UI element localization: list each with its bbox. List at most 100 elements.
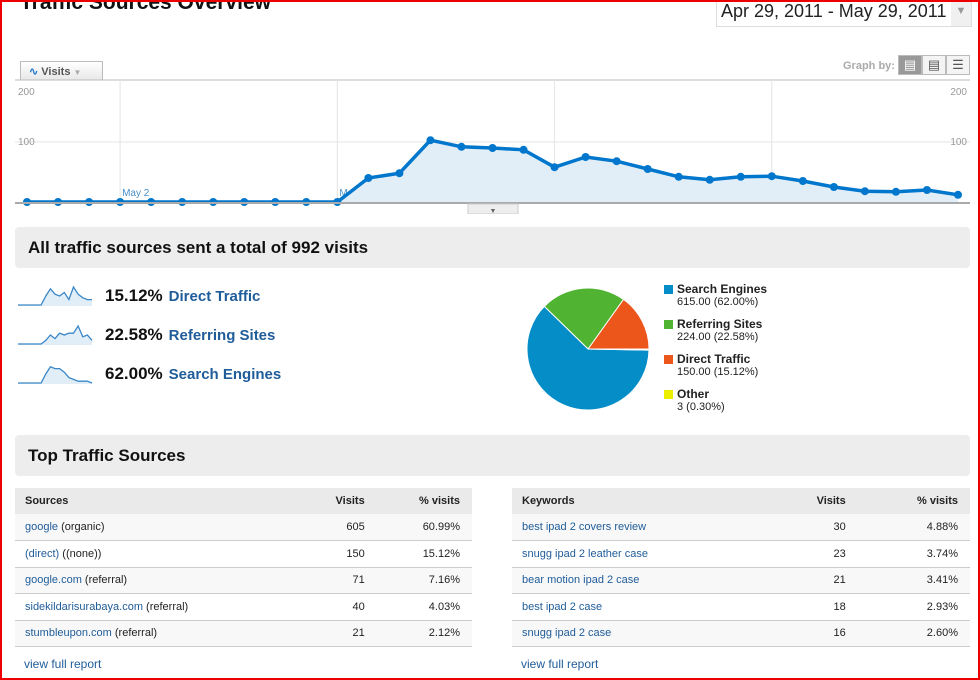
visits-cell: 18 — [767, 593, 858, 621]
table-row: sidekildarisurabaya.com (referral) 40 4.03… — [15, 593, 472, 621]
pie-slice — [587, 298, 650, 350]
graph-by-day-button[interactable]: ▤ — [898, 55, 922, 75]
visits-cell: 23 — [767, 540, 858, 568]
traffic-source-link[interactable]: Referring Sites — [168, 326, 276, 344]
pie-slice — [543, 287, 625, 350]
sources-view-full-report-link[interactable]: view full report — [24, 657, 102, 671]
data-point — [364, 174, 373, 182]
legend-item: Referring Sites 224.00 (22.58%) — [664, 317, 767, 343]
keywords-table: Keywords Visits% visits best ipad 2 covers… — [512, 488, 970, 647]
column-header[interactable]: Visits — [767, 488, 858, 514]
traffic-summary-row: 22.58% Referring Sites — [18, 323, 275, 347]
traffic-pie-chart — [526, 287, 650, 411]
graph-by-week-button[interactable]: ▤ — [922, 55, 946, 75]
sparkline — [18, 285, 92, 306]
column-header[interactable]: Keywords — [512, 488, 768, 514]
percent-cell: 2.12% — [376, 620, 472, 647]
row-link[interactable]: google — [25, 521, 59, 533]
visits-cell: 16 — [767, 620, 858, 647]
data-point — [736, 172, 745, 181]
percent-cell: 60.99% — [376, 514, 472, 541]
row-note: (referral) — [143, 600, 189, 613]
area-fill — [27, 140, 958, 202]
pie-slice — [587, 348, 650, 351]
data-point — [488, 144, 497, 152]
column-header[interactable]: % visits — [857, 488, 970, 514]
row-link[interactable]: (direct) — [25, 547, 60, 560]
sparkline — [18, 366, 93, 384]
traffic-source-link[interactable]: Search Engines — [168, 365, 282, 383]
keywords-view-full-report-link[interactable]: view full report — [521, 657, 599, 671]
row-link[interactable]: bear motion ipad 2 case — [522, 574, 640, 587]
x-tick-label: May 2 — [122, 188, 150, 199]
percent-cell: 7.16% — [376, 567, 472, 594]
percent-cell: 4.88% — [857, 514, 970, 541]
row-link[interactable]: sidekildarisurabaya.com — [25, 600, 143, 613]
graph-by-month-button[interactable]: ☰ — [946, 55, 970, 75]
visits-cell: 30 — [767, 514, 858, 541]
legend-item: Direct Traffic 150.00 (15.12%) — [664, 352, 767, 378]
data-point — [922, 186, 931, 194]
y-tick-label-right: 100 — [950, 137, 967, 148]
table-row: best ipad 2 covers review 30 4.88% — [512, 514, 970, 541]
table-row: bear motion ipad 2 case 21 3.41% — [512, 567, 970, 594]
table-row: stumbleupon.com (referral) 21 2.12% — [15, 620, 472, 647]
table-header-row: Keywords Visits% visits — [512, 488, 970, 514]
percent-cell: 2.60% — [857, 620, 970, 647]
row-link[interactable]: stumbleupon.com — [25, 627, 112, 640]
metric-selector-tab[interactable]: ∿ Visits ▼ — [20, 61, 103, 80]
legend-swatch — [664, 354, 673, 364]
date-range-picker[interactable]: Apr 29, 2011 - May 29, 2011 ▼ — [716, 0, 972, 27]
table-row: snugg ipad 2 case 16 2.60% — [512, 620, 970, 647]
percent-cell: 4.03% — [376, 593, 472, 621]
traffic-summary-row: 62.00% Search Engines — [18, 362, 281, 386]
date-range-text: Apr 29, 2011 - May 29, 2011 — [721, 1, 947, 21]
legend-swatch — [664, 389, 673, 399]
table-row: google (organic) 605 60.99% — [15, 514, 472, 541]
row-link[interactable]: snugg ipad 2 leather case — [522, 547, 648, 560]
chevron-down-icon[interactable]: ▼ — [951, 0, 971, 26]
legend-value: 615.00 (62.00%) — [677, 296, 759, 308]
table-row: google.com (referral) 71 7.16% — [15, 567, 472, 594]
row-link[interactable]: google.com — [25, 574, 82, 587]
top-sources-heading: Top Traffic Sources — [15, 435, 970, 476]
data-point — [395, 169, 404, 178]
column-header[interactable]: Sources — [15, 488, 287, 514]
data-point — [550, 163, 559, 172]
data-point — [767, 172, 776, 181]
row-note: ((none)) — [59, 547, 102, 560]
y-tick-label-right: 200 — [950, 87, 967, 98]
data-point — [954, 190, 962, 199]
chart-resize-handle[interactable] — [467, 203, 519, 214]
legend-label: Referring Sites — [677, 317, 763, 331]
graph-by-label: Graph by: — [843, 60, 895, 72]
pie-legend: Search Engines 615.00 (62.00%) Referring S… — [664, 282, 767, 422]
row-link[interactable]: best ipad 2 covers review — [522, 521, 647, 533]
legend-swatch — [664, 284, 673, 294]
traffic-percent: 22.58% — [105, 325, 163, 344]
visits-cell: 21 — [286, 620, 377, 647]
percent-cell: 3.74% — [857, 540, 970, 568]
row-link[interactable]: snugg ipad 2 case — [522, 627, 612, 640]
data-point — [860, 187, 869, 196]
row-link[interactable]: best ipad 2 case — [522, 600, 603, 613]
traffic-source-link[interactable]: Direct Traffic — [168, 287, 261, 305]
legend-value: 3 (0.30%) — [677, 401, 725, 413]
legend-label: Direct Traffic — [677, 352, 751, 366]
percent-cell: 2.93% — [857, 593, 970, 621]
summary-heading: All traffic sources sent a total of 992 … — [15, 227, 970, 268]
data-point — [829, 183, 838, 191]
legend-item: Other 3 (0.30%) — [664, 387, 767, 413]
data-point — [891, 187, 900, 196]
traffic-percent: 15.12% — [105, 286, 163, 305]
data-point — [798, 177, 807, 185]
table-row: best ipad 2 case 18 2.93% — [512, 593, 970, 621]
legend-label: Other — [677, 387, 710, 401]
data-point — [519, 145, 528, 154]
data-point — [674, 172, 683, 181]
data-point — [426, 136, 435, 145]
column-header[interactable]: Visits — [286, 488, 377, 514]
column-header[interactable]: % visits — [376, 488, 472, 514]
data-point — [581, 153, 590, 161]
table-header-row: Sources Visits% visits — [15, 488, 472, 514]
